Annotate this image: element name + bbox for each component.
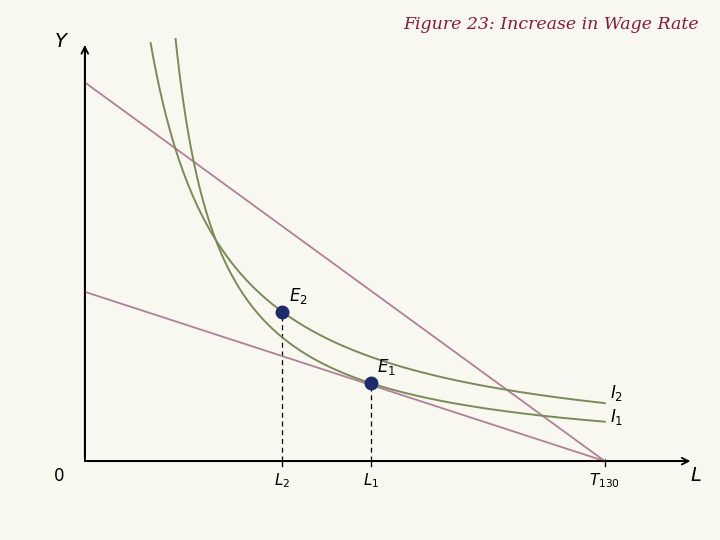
Text: $L_1$: $L_1$ <box>363 471 379 490</box>
Text: 0: 0 <box>53 467 64 485</box>
Text: $Y$: $Y$ <box>54 32 69 51</box>
Text: Figure 23: Increase in Wage Rate: Figure 23: Increase in Wage Rate <box>402 16 698 33</box>
Text: $L$: $L$ <box>690 466 702 485</box>
Text: $I_2$: $I_2$ <box>610 383 623 403</box>
Text: $L_2$: $L_2$ <box>274 471 290 490</box>
Text: $E_2$: $E_2$ <box>289 286 307 306</box>
Text: $E_1$: $E_1$ <box>377 357 396 377</box>
Text: $T_{130}$: $T_{130}$ <box>589 471 621 490</box>
Text: $I_1$: $I_1$ <box>610 407 624 427</box>
